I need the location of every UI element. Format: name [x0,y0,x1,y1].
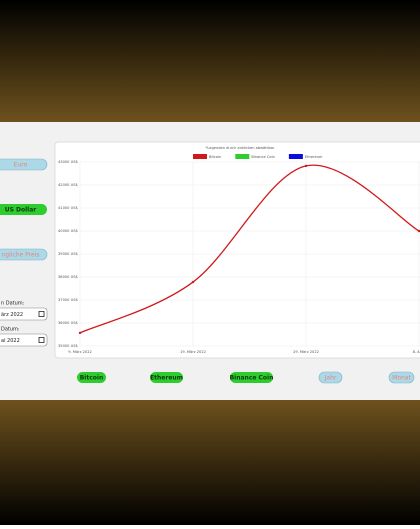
start-date-input[interactable] [0,307,48,321]
x-tick-label: 8. April [413,350,420,354]
usd-button-label[interactable]: US Dollar [5,206,37,213]
legend-swatch[interactable] [235,154,250,159]
legend-swatch[interactable] [193,154,207,159]
y-tick-label: 39000 US$ [58,252,78,256]
legend-label[interactable]: Ethereum [305,155,323,159]
toggle-button[interactable] [77,372,106,383]
euro-button-label[interactable]: Euro [14,161,28,168]
top-band [0,0,420,122]
y-tick-label: 38000 US$ [58,275,78,279]
toggle-button-label[interactable]: Binance Coin [230,374,274,381]
toggle-button[interactable] [150,372,183,383]
x-tick-label: 29. März 2022 [293,350,319,354]
chart-title: *Legenden durch anklicken abwählbar [206,146,275,150]
controls: Euro US Dollar ngliche Preis n Datum: ärz 20… [0,158,415,384]
y-tick-label: 42000 US$ [58,183,78,187]
usd-button[interactable] [0,204,47,215]
series-line [79,164,420,334]
y-tick-label: 40000 US$ [58,229,78,233]
y-tick-label: 43000 US$ [58,160,78,164]
legend-label[interactable]: Bitcoin [209,155,221,159]
legend-swatch[interactable] [288,154,303,159]
data-point [304,164,308,168]
original-price-button-label[interactable]: ngliche Preis [2,251,40,258]
y-tick-label: 41000 US$ [58,206,78,210]
end-date-label: Datum: [1,327,20,333]
y-tick-label: 36000 US$ [58,321,78,325]
data-point [191,280,195,284]
toggle-button[interactable] [318,371,343,384]
calendar-icon [38,311,45,317]
y-tick-label: 35000 US$ [58,344,78,348]
toggle-button[interactable] [230,372,273,383]
data-point [417,229,420,233]
start-date-label: n Datum: [1,301,25,307]
toggle-button-label[interactable]: Bitcoin [80,374,104,381]
end-date-value: ai 2022 [1,338,20,344]
calendar-icon [38,337,45,343]
legend-label[interactable]: Binance Coin [251,155,275,159]
data-point [78,331,82,335]
euro-button[interactable] [0,158,48,171]
bottom-band [0,400,420,525]
start-date-value: ärz 2022 [1,312,23,318]
chart: *Legenden durch anklicken abwählbar Bitco… [58,146,420,354]
chart-card [54,141,420,359]
toggle-button-label[interactable]: Jahr [324,374,337,381]
original-price-button[interactable] [0,248,48,261]
x-tick-label: 19. März 2022 [180,350,206,354]
y-tick-label: 37000 US$ [58,298,78,302]
toggle-button-label[interactable]: Monat [392,374,411,381]
end-date-input[interactable] [0,333,48,347]
toggle-button-label[interactable]: Ethereum [150,374,183,381]
toggle-button[interactable] [388,371,415,384]
x-tick-label: 9. März 2022 [68,350,92,354]
